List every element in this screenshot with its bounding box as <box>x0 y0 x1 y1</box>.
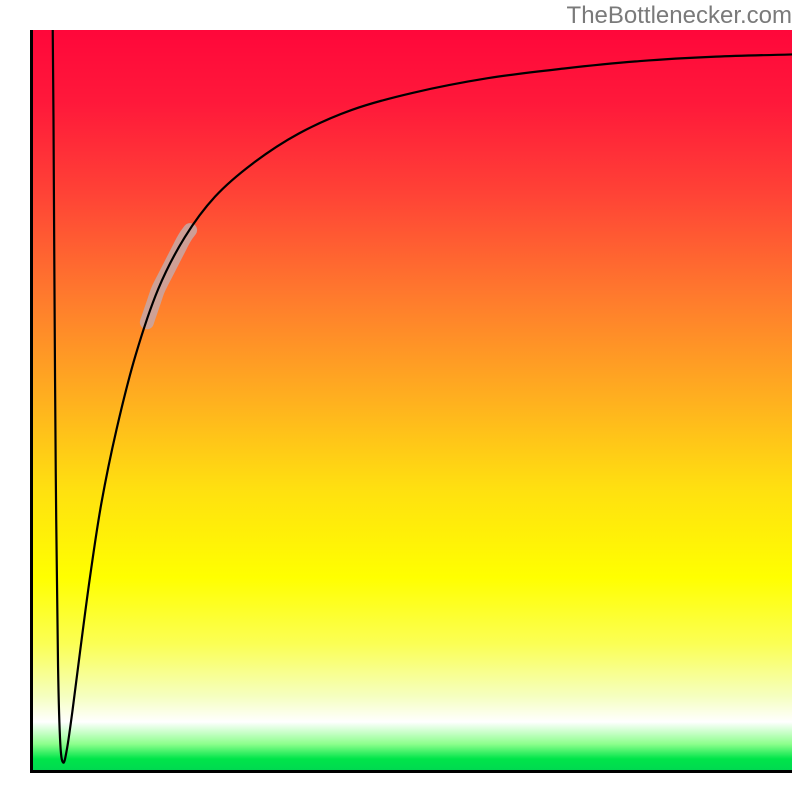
y-axis <box>30 30 33 773</box>
curve-layer <box>33 30 792 770</box>
watermark-text: TheBottlenecker.com <box>567 2 792 30</box>
chart-container: TheBottlenecker.com <box>0 0 800 800</box>
plot-area <box>33 30 792 770</box>
bottleneck-curve <box>53 30 792 763</box>
highlight-segment <box>147 230 190 322</box>
x-axis <box>30 770 792 773</box>
